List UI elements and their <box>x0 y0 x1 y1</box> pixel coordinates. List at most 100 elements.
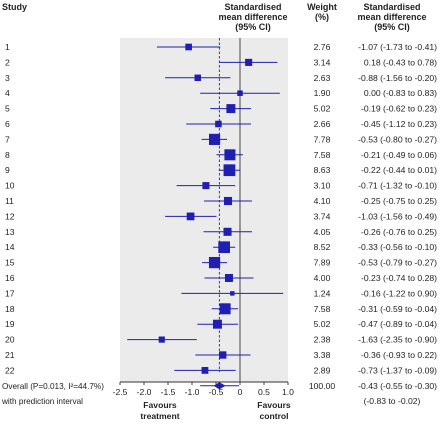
study-label: 22 <box>5 365 15 375</box>
study-weight: 1.24 <box>314 288 331 298</box>
study-ci-text: -0.36 (-0.93 to 0.22) <box>361 350 437 360</box>
study-ci-text: -0.47 (-0.89 to -0.04) <box>358 319 437 329</box>
x-tick-label: 1.0 <box>282 387 294 397</box>
study-ci-text: -0.88 (-1.56 to -0.20) <box>358 73 437 83</box>
favours-treatment-line-2: treatment <box>140 411 179 421</box>
point-estimate-study-7 <box>208 133 221 145</box>
study-ci-text: -0.73 (-1.37 to -0.09) <box>358 365 437 375</box>
study-weight: 3.14 <box>314 57 331 67</box>
x-tick-label: -1.0 <box>185 387 200 397</box>
study-label: 2 <box>5 57 10 67</box>
study-weight: 8.63 <box>314 165 331 175</box>
study-ci-text: -0.53 (-0.79 to -0.27) <box>358 258 437 268</box>
study-ci-text: -0.71 (-1.32 to -0.10) <box>358 181 437 191</box>
study-label: 15 <box>5 258 15 268</box>
point-estimate-study-15 <box>208 256 221 269</box>
smd-header-line-2: mean difference <box>218 12 287 22</box>
ci-header-line-1: Standardised <box>363 2 420 12</box>
weight-header-line-1: Weight <box>307 2 337 12</box>
study-weight: 2.63 <box>314 73 331 83</box>
point-estimate-study-14 <box>218 241 230 254</box>
point-estimate-study-18 <box>219 303 231 315</box>
overall-ci-text: -0.43 (-0.55 to -0.30) <box>358 381 437 391</box>
study-weight: 4.10 <box>314 196 331 206</box>
overall-weight: 100.00 <box>309 381 336 391</box>
favours-control-line-1: Favours <box>257 400 291 410</box>
study-label: 9 <box>5 165 10 175</box>
study-ci-text: -0.53 (-0.80 to -0.27) <box>358 134 437 144</box>
study-ci-text: -0.25 (-0.75 to 0.25) <box>361 196 437 206</box>
prediction-interval-label: with prediction interval <box>1 397 83 406</box>
study-label: 8 <box>5 150 10 160</box>
point-estimate-study-3 <box>194 74 202 82</box>
study-ci-text: -0.45 (-1.12 to 0.23) <box>361 119 437 129</box>
weight-header-line-2: (%) <box>315 12 329 22</box>
study-label: 12 <box>5 211 15 221</box>
study-weight: 3.38 <box>314 350 331 360</box>
smd-header-line-1: Standardised <box>224 2 281 12</box>
study-weight: 4.00 <box>314 273 331 283</box>
study-label: 14 <box>5 242 15 252</box>
study-weight: 5.02 <box>314 319 331 329</box>
favours-control-line-2: control <box>259 411 288 421</box>
point-estimate-study-4 <box>237 90 243 96</box>
study-rows: 1 2.76 -1.07 (-1.73 to -0.41) 2 3.14 0.18 (-0… <box>1 42 437 406</box>
study-ci-text: -1.03 (-1.56 to -0.49) <box>358 211 437 221</box>
point-estimate-study-9 <box>223 164 236 177</box>
smd-header-line-3: (95% CI) <box>235 22 271 32</box>
point-estimate-study-10 <box>202 182 210 190</box>
point-estimate-study-21 <box>219 351 227 359</box>
study-label: 5 <box>5 104 10 114</box>
point-estimate-study-16 <box>224 274 233 282</box>
point-estimate-study-1 <box>185 43 192 51</box>
study-weight: 4.05 <box>314 227 331 237</box>
study-weight: 7.89 <box>314 258 331 268</box>
point-estimate-study-8 <box>224 149 236 161</box>
point-estimate-study-2 <box>245 58 253 66</box>
point-estimate-study-22 <box>201 367 209 374</box>
x-tick-label: -0.5 <box>209 387 224 397</box>
study-label: 11 <box>5 196 14 206</box>
point-estimate-study-12 <box>186 212 195 221</box>
point-estimate-study-17 <box>230 291 235 296</box>
study-label: 17 <box>5 288 15 298</box>
study-weight: 7.58 <box>314 304 331 314</box>
study-label: 1 <box>5 42 10 52</box>
study-label: 19 <box>5 319 15 329</box>
study-ci-text: -0.26 (-0.76 to 0.25) <box>361 227 437 237</box>
study-label: 16 <box>5 273 15 283</box>
plot-background <box>120 38 288 382</box>
x-tick-label: -1.5 <box>161 387 176 397</box>
study-ci-text: -0.19 (-0.62 to 0.23) <box>361 104 437 114</box>
study-ci-text: -0.23 (-0.74 to 0.28) <box>361 273 437 283</box>
study-label: 21 <box>5 350 15 360</box>
column-headers: Study Standardised mean difference (95% … <box>2 2 427 32</box>
prediction-interval-ci-text: (-0.83 to -0.02) <box>364 396 421 406</box>
x-axis: -2.5 -2.0 -1.5 -1.0 -0.5 0 0.5 1.0 <box>113 381 294 397</box>
study-weight: 2.76 <box>314 42 331 52</box>
point-estimate-study-19 <box>212 319 222 329</box>
study-label: 6 <box>5 119 10 129</box>
point-estimate-study-5 <box>226 104 236 114</box>
point-estimate-study-6 <box>215 120 222 128</box>
point-estimate-study-20 <box>158 336 165 343</box>
study-label: 18 <box>5 304 15 314</box>
overall-label: Overall (P=0.013, I²=44.7%) <box>2 382 104 391</box>
study-label: 20 <box>5 335 15 345</box>
study-ci-text: -1.07 (-1.73 to -0.41) <box>358 42 437 52</box>
study-weight: 3.10 <box>314 181 331 191</box>
study-weight: 1.90 <box>314 88 331 98</box>
study-weight: 7.78 <box>314 134 331 144</box>
plot-marks <box>127 38 284 390</box>
study-ci-text: -0.31 (-0.59 to -0.04) <box>358 304 437 314</box>
study-weight: 3.74 <box>314 211 331 221</box>
study-ci-text: 0.18 (-0.43 to 0.78) <box>364 57 437 67</box>
study-weight: 7.58 <box>314 150 331 160</box>
study-ci-text: -0.22 (-0.44 to 0.01) <box>361 165 437 175</box>
study-weight: 2.38 <box>314 335 331 345</box>
study-ci-text: -1.63 (-2.35 to -0.90) <box>358 335 437 345</box>
study-ci-text: -0.21 (-0.49 to 0.06) <box>361 150 437 160</box>
study-weight: 2.66 <box>314 119 331 129</box>
study-column-header: Study <box>2 2 27 12</box>
